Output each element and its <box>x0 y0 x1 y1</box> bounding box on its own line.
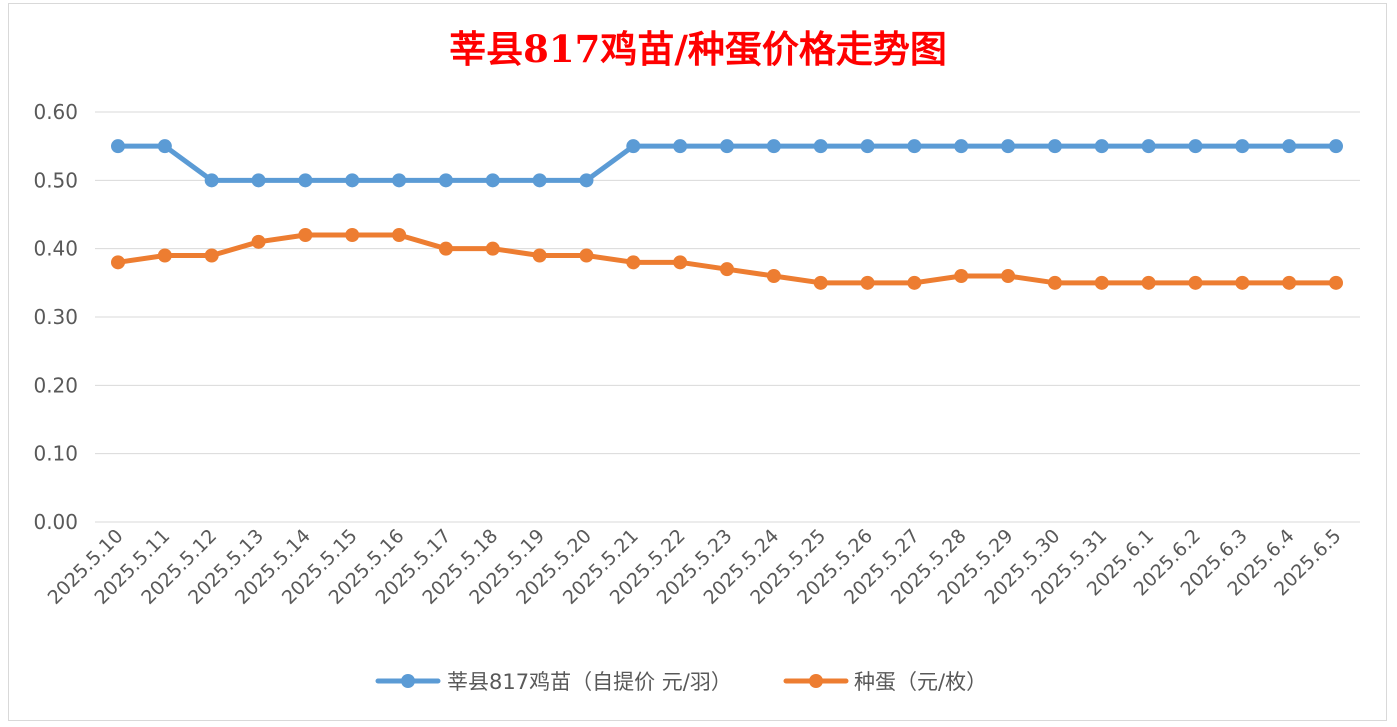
legend: 莘县817鸡苗（自提价 元/羽） 种蛋（元/枚） <box>375 670 987 694</box>
data-point <box>1188 139 1203 154</box>
grid-lines <box>95 111 1360 523</box>
series-layer <box>111 139 1343 290</box>
data-point <box>485 241 500 256</box>
data-point <box>1141 139 1156 154</box>
data-point <box>1094 275 1109 290</box>
y-axis-ticks: 0.00 0.10 0.20 0.30 0.40 0.50 0.60 <box>33 100 78 534</box>
data-point <box>720 262 734 277</box>
data-point <box>392 228 407 242</box>
data-point <box>766 139 781 154</box>
legend-label: 种蛋（元/枚） <box>854 670 987 694</box>
data-point <box>860 275 875 290</box>
data-point <box>438 241 453 256</box>
data-point <box>157 248 172 263</box>
chart-frame <box>8 3 1387 721</box>
y-tick-label: 0.40 <box>33 237 78 261</box>
y-tick-label: 0.20 <box>33 373 78 397</box>
data-point <box>204 173 219 188</box>
data-point <box>1282 275 1297 290</box>
legend-marker <box>401 674 415 688</box>
data-point <box>673 139 688 154</box>
data-point <box>1047 139 1062 154</box>
data-point <box>251 234 266 249</box>
data-point <box>1094 139 1109 154</box>
data-point <box>1047 275 1062 290</box>
data-point <box>345 228 360 242</box>
data-point <box>1235 275 1250 290</box>
data-point <box>954 139 969 154</box>
data-point <box>111 255 125 270</box>
data-point <box>673 255 688 270</box>
y-tick-label: 0.30 <box>33 305 78 329</box>
legend-label: 莘县817鸡苗（自提价 元/羽） <box>447 670 732 694</box>
data-point <box>1001 269 1016 283</box>
data-point <box>813 139 828 154</box>
data-point <box>111 139 125 154</box>
data-point <box>251 173 266 188</box>
data-point <box>813 275 828 290</box>
data-point <box>392 173 407 188</box>
y-tick-label: 0.00 <box>33 510 78 534</box>
data-point <box>532 248 547 263</box>
data-point <box>720 139 734 154</box>
data-point <box>1235 139 1250 154</box>
data-point <box>1329 139 1343 154</box>
legend-item: 莘县817鸡苗（自提价 元/羽） <box>375 670 732 694</box>
data-point <box>438 173 453 188</box>
data-point <box>626 139 641 154</box>
data-point <box>298 228 313 242</box>
series-2 <box>111 228 1343 290</box>
data-point <box>766 269 781 283</box>
data-point <box>485 173 500 188</box>
data-point <box>1141 275 1156 290</box>
data-point <box>907 275 922 290</box>
data-point <box>532 173 547 188</box>
data-point <box>1001 139 1016 154</box>
data-point <box>626 255 641 270</box>
data-point <box>907 139 922 154</box>
y-tick-label: 0.60 <box>33 100 78 124</box>
data-point <box>204 248 219 263</box>
data-point <box>1329 275 1343 290</box>
data-point <box>298 173 313 188</box>
y-tick-label: 0.10 <box>33 442 78 466</box>
data-point <box>860 139 875 154</box>
data-point <box>954 269 969 283</box>
data-point <box>345 173 360 188</box>
legend-item: 种蛋（元/枚） <box>783 670 987 694</box>
series-1 <box>111 139 1343 188</box>
data-point <box>157 139 172 154</box>
y-tick-label: 0.50 <box>33 168 78 192</box>
data-point <box>579 173 594 188</box>
data-point <box>1188 275 1203 290</box>
chart-title: 莘县817鸡苗/种蛋价格走势图 <box>449 27 947 71</box>
data-point <box>1282 139 1297 154</box>
legend-marker <box>809 674 823 688</box>
x-axis-ticks: 2025.5.102025.5.112025.5.122025.5.132025… <box>44 525 1346 609</box>
data-point <box>579 248 594 263</box>
